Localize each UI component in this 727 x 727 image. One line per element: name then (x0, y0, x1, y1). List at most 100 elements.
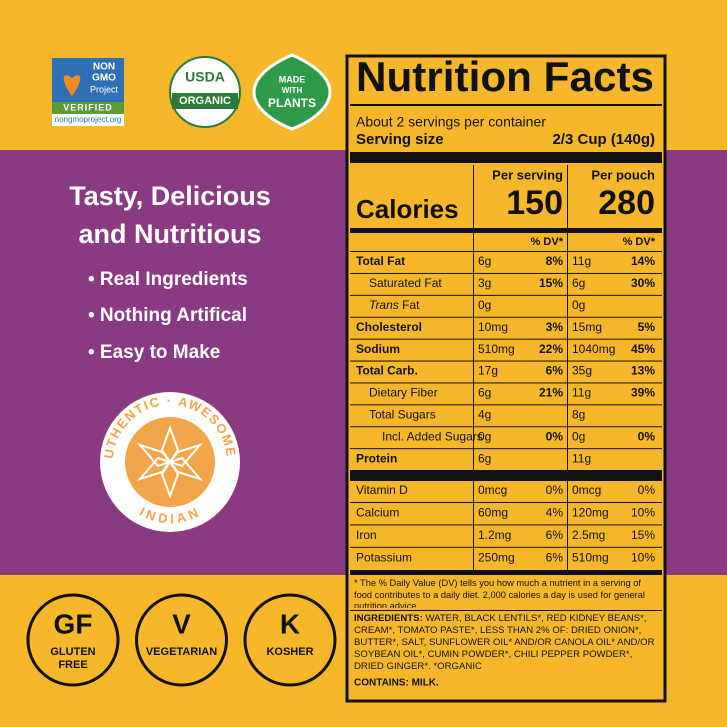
percent-dv: 10% (631, 506, 655, 520)
nutrition-facts: Nutrition Facts About 2 servings per cont… (350, 53, 662, 689)
rule (350, 104, 662, 106)
rule (350, 426, 662, 428)
ingredients-text: WATER, BLACK LENTILS*, RED KIDNEY BEANS*… (354, 613, 655, 672)
seal-text: INDIAN (137, 504, 202, 526)
amount: 1.2mg (478, 528, 511, 542)
percent-dv: 30% (631, 276, 655, 290)
badge-text: NON (93, 62, 115, 73)
diet-badge (135, 593, 228, 687)
nutrient-name: Cholesterol (356, 320, 422, 334)
amount: 0mcg (572, 483, 601, 497)
amount: 11g (572, 451, 591, 465)
diet-badge (26, 593, 120, 687)
amount: 35g (572, 364, 592, 378)
nutrient-name: Dietary Fiber (369, 386, 438, 400)
nutrient-name-rest: Fat (399, 298, 420, 312)
rule (350, 448, 662, 450)
amount: 6g (572, 276, 585, 290)
rule (350, 294, 662, 296)
amount: 0g (478, 429, 491, 443)
amount: 17g (478, 364, 498, 378)
percent-dv: 0% (546, 483, 564, 497)
amount: 11g (572, 386, 591, 400)
percent-dv: 14% (631, 254, 655, 268)
percent-dv: 6% (546, 528, 564, 542)
rule (473, 165, 474, 570)
rule (350, 360, 662, 362)
diet-badge (243, 593, 337, 687)
amount: 120mg (572, 506, 609, 520)
diet-symbol: V (172, 608, 191, 639)
percent-dv: 21% (539, 386, 563, 400)
column-header: Per pouch (591, 167, 655, 182)
badge-text: VERIFIED (63, 102, 113, 112)
footnote-box: * The % Daily Value (DV) tells you how m… (354, 578, 658, 608)
percent-dv: 39% (631, 386, 655, 400)
nutrient-name: Trans Fat (369, 298, 420, 312)
amount: 250mg (478, 550, 515, 564)
amount: 3g (478, 276, 491, 290)
non-gmo-strip (52, 102, 124, 114)
servings: About 2 servings per container (356, 114, 546, 130)
diet-label: GLUTEN (50, 646, 95, 658)
rule (350, 272, 662, 274)
amount: 2.5mg (572, 528, 605, 542)
diet-label: FREE (58, 659, 87, 671)
nutrient-name: Vitamin D (356, 483, 408, 497)
nutrient-name: Incl. Added Sugars (382, 429, 483, 443)
ingredients-label: INGREDIENTS: (354, 613, 423, 624)
rule (350, 251, 662, 252)
percent-dv: 15% (539, 276, 563, 290)
calories: 150 (506, 184, 563, 222)
percent-dv: 10% (631, 550, 655, 564)
rule (350, 228, 662, 233)
amount: 11g (572, 254, 591, 268)
percent-dv: 0% (638, 483, 656, 497)
nutrition-label (345, 54, 667, 703)
plants-badge (252, 53, 332, 131)
percent-dv: 45% (631, 342, 655, 356)
rule (567, 165, 568, 570)
amount: 510mg (478, 342, 515, 356)
badge-text: WITH (282, 86, 303, 95)
dv-header: % DV* (531, 236, 564, 248)
amount: 6g (478, 386, 491, 400)
percent-dv: 3% (546, 320, 564, 334)
amount: 6g (478, 451, 491, 465)
percent-dv: 5% (638, 320, 656, 334)
seal-bottom: INDIAN (137, 504, 200, 526)
seal-flower (136, 425, 204, 499)
headline: and Nutritious (79, 219, 262, 249)
nutrient-name: Total Fat (356, 254, 405, 268)
amount: 6g (478, 254, 491, 268)
title: Nutrition Facts (356, 53, 654, 100)
amount: 15mg (572, 320, 602, 334)
ingredients-box: INGREDIENTS: WATER, BLACK LENTILS*, RED … (354, 613, 658, 673)
footnote-text: * The % Daily Value (DV) tells you how m… (354, 578, 645, 608)
badge-text: Project (90, 84, 119, 94)
percent-dv: 13% (631, 364, 655, 378)
amount: 60mg (478, 506, 508, 520)
bullet: • Easy to Make (88, 342, 220, 363)
badge-text: ORGANIC (179, 95, 231, 107)
badge-text: USDA (185, 69, 225, 85)
nutrient-name: Calcium (356, 506, 399, 520)
rule (350, 152, 662, 163)
rule (350, 316, 662, 318)
percent-dv: 0% (638, 429, 656, 443)
dv-header: % DV* (623, 236, 656, 248)
amount: 0g (572, 429, 585, 443)
usda-band (172, 93, 238, 109)
diet-symbol: K (280, 608, 300, 639)
rule (350, 338, 662, 340)
badge-text: PLANTS (268, 96, 316, 110)
footnote: * The % Daily Value (DV) tells you how m… (354, 578, 658, 608)
headline: Tasty, Delicious (69, 181, 271, 211)
bullet: • Nothing Artifical (88, 305, 247, 326)
percent-dv: 0% (546, 429, 564, 443)
diet-symbol: GF (54, 608, 93, 639)
amount: 4g (478, 407, 491, 421)
amount: 510mg (572, 550, 609, 564)
